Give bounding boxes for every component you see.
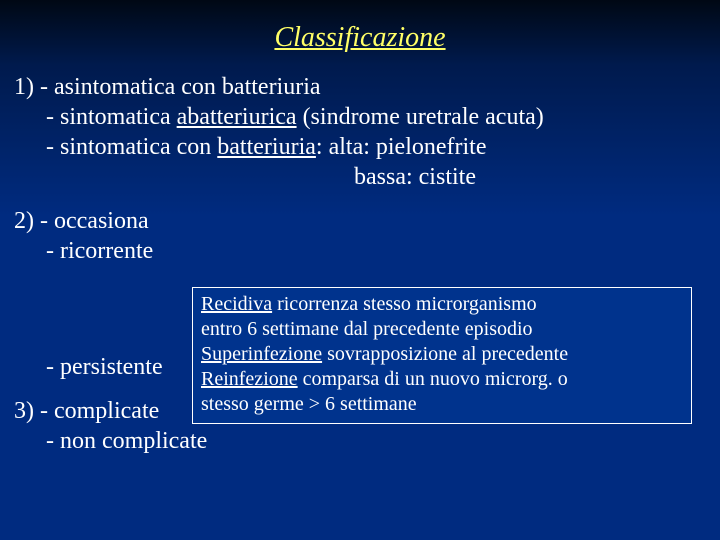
s1-line3-post: : alta: pielonefrite [316, 134, 487, 160]
s1-line4: bassa: cistite [354, 162, 706, 192]
callout-line4: Reinfezione comparsa di un nuovo microrg… [201, 367, 683, 392]
callout-l1-rest: ricorrenza stesso microrganismo [272, 293, 537, 315]
s3-line2: - non complicate [46, 426, 706, 456]
callout-l3-rest: sovrapposizione al precedente [322, 343, 568, 365]
section-1: 1) - asintomatica con batteriuria - sint… [14, 72, 706, 192]
callout-line3: Superinfezione sovrapposizione al preced… [201, 342, 683, 367]
s2-line2: - ricorrente [46, 236, 706, 266]
s1-line3: - sintomatica con batteriuria: alta: pie… [46, 132, 706, 162]
callout-l4-u: Reinfezione [201, 368, 298, 390]
s1-line2: - sintomatica abatteriurica (sindrome ur… [46, 102, 706, 132]
s1-line3-u: batteriuria [217, 134, 316, 160]
slide: Classificazione 1) - asintomatica con ba… [0, 0, 720, 540]
callout-line1: Recidiva ricorrenza stesso microrganismo [201, 292, 683, 317]
callout-l3-u: Superinfezione [201, 343, 322, 365]
callout-line5: stesso germe > 6 settimane [201, 392, 683, 417]
callout-l1-u: Recidiva [201, 293, 272, 315]
callout-l4-rest: comparsa di un nuovo microrg. o [298, 368, 568, 390]
s1-line2-post: (sindrome uretrale acuta) [297, 104, 544, 130]
callout-line2: entro 6 settimane dal precedente episodi… [201, 317, 683, 342]
s1-line2-u: abatteriurica [177, 104, 297, 130]
s1-line1: 1) - asintomatica con batteriuria [14, 72, 706, 102]
slide-title: Classificazione [0, 0, 720, 64]
callout-box: Recidiva ricorrenza stesso microrganismo… [192, 287, 692, 424]
s1-line3-pre: - sintomatica con [46, 134, 217, 160]
s2-line1: 2) - occasiona [14, 206, 706, 236]
s1-line2-pre: - sintomatica [46, 104, 177, 130]
